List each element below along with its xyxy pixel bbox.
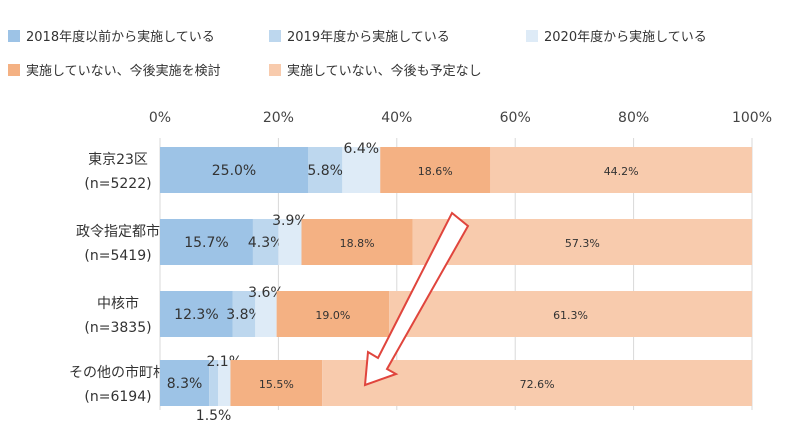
bar-label-r0-s3: 18.6% xyxy=(418,165,453,178)
bar-label-r2-s2: 3.6% xyxy=(248,285,284,301)
category-n-label-2: (n=3835) xyxy=(84,320,151,336)
bar-segment-r2-s2 xyxy=(255,291,277,337)
legend-swatch-3 xyxy=(8,64,20,76)
bar-label-r2-s3: 19.0% xyxy=(315,309,350,322)
bar-label-r3-s4: 72.6% xyxy=(520,378,555,391)
bar-segment-r2-s1 xyxy=(232,291,256,337)
category-n-label-3: (n=6194) xyxy=(84,389,151,405)
legend-label-2: 2020年度から実施している xyxy=(544,29,707,45)
bar-label-r3-s0: 8.3% xyxy=(167,376,203,392)
bar-segment-r0-s2 xyxy=(342,147,381,193)
bar-label-r2-s4: 61.3% xyxy=(553,309,588,322)
category-label-3: その他の市町村 xyxy=(69,364,167,381)
bar-segment-r1-s3 xyxy=(301,219,413,265)
bar-segment-r2-s0 xyxy=(160,291,233,337)
legend-swatch-4 xyxy=(269,64,281,76)
bar-label-r1-s0: 15.7% xyxy=(184,235,228,251)
bar-segment-r1-s4 xyxy=(412,219,752,265)
bar-segment-r0-s0 xyxy=(160,147,308,193)
bar-segment-r3-s0 xyxy=(160,360,210,406)
bar-label-r0-s1: 5.8% xyxy=(307,163,343,179)
annotation-arrow xyxy=(363,211,470,387)
bar-segment-r2-s3 xyxy=(276,291,390,337)
bar-label-r1-s4: 57.3% xyxy=(565,237,600,250)
bar-label-r0-s0: 25.0% xyxy=(212,163,256,179)
bar-segment-r0-s1 xyxy=(308,147,343,193)
bar-segment-r0-s3 xyxy=(380,147,491,193)
bar-segment-r2-s4 xyxy=(389,291,752,337)
x-tick-label-5: 100% xyxy=(732,110,772,126)
x-tick-label-2: 40% xyxy=(381,110,412,126)
legend-swatch-2 xyxy=(526,30,538,42)
legend-label-4: 実施していない、今後も予定なし xyxy=(287,63,482,79)
bar-label-r1-s3: 18.8% xyxy=(340,237,375,250)
legend-swatch-0 xyxy=(8,30,20,42)
legend-swatch-1 xyxy=(269,30,281,42)
bar-label-r1-s1: 4.3% xyxy=(248,235,284,251)
bar-segment-r0-s4 xyxy=(490,147,752,193)
bar-label-r2-s0: 12.3% xyxy=(174,307,218,323)
bar-segment-r3-s3 xyxy=(230,360,323,406)
x-tick-label-1: 20% xyxy=(263,110,294,126)
bar-label-r3-s1: 1.5% xyxy=(196,408,232,424)
legend-label-0: 2018年度以前から実施している xyxy=(26,29,215,45)
bar-segment-r1-s0 xyxy=(160,219,253,265)
x-tick-label-0: 0% xyxy=(149,110,171,126)
bar-segment-r3-s4 xyxy=(322,360,752,406)
x-tick-label-4: 80% xyxy=(618,110,649,126)
category-n-label-0: (n=5222) xyxy=(84,176,151,192)
bar-label-r2-s1: 3.8% xyxy=(226,307,262,323)
category-n-label-1: (n=5419) xyxy=(84,248,151,264)
bar-label-r1-s2: 3.9% xyxy=(272,213,308,229)
bar-label-r3-s3: 15.5% xyxy=(259,378,294,391)
category-label-0: 東京23区 xyxy=(88,152,148,168)
category-label-2: 中核市 xyxy=(97,295,139,312)
bar-segment-r3-s2 xyxy=(218,360,231,406)
bar-label-r0-s4: 44.2% xyxy=(604,165,639,178)
category-label-1: 政令指定都市 xyxy=(76,223,160,240)
legend-label-1: 2019年度から実施している xyxy=(287,29,450,45)
legend-label-3: 実施していない、今後実施を検討 xyxy=(26,63,221,79)
bar-label-r0-s2: 6.4% xyxy=(343,141,379,157)
bar-segment-r1-s1 xyxy=(252,219,279,265)
bar-segment-r1-s2 xyxy=(278,219,302,265)
bar-segment-r3-s1 xyxy=(209,360,219,406)
x-tick-label-3: 60% xyxy=(500,110,531,126)
